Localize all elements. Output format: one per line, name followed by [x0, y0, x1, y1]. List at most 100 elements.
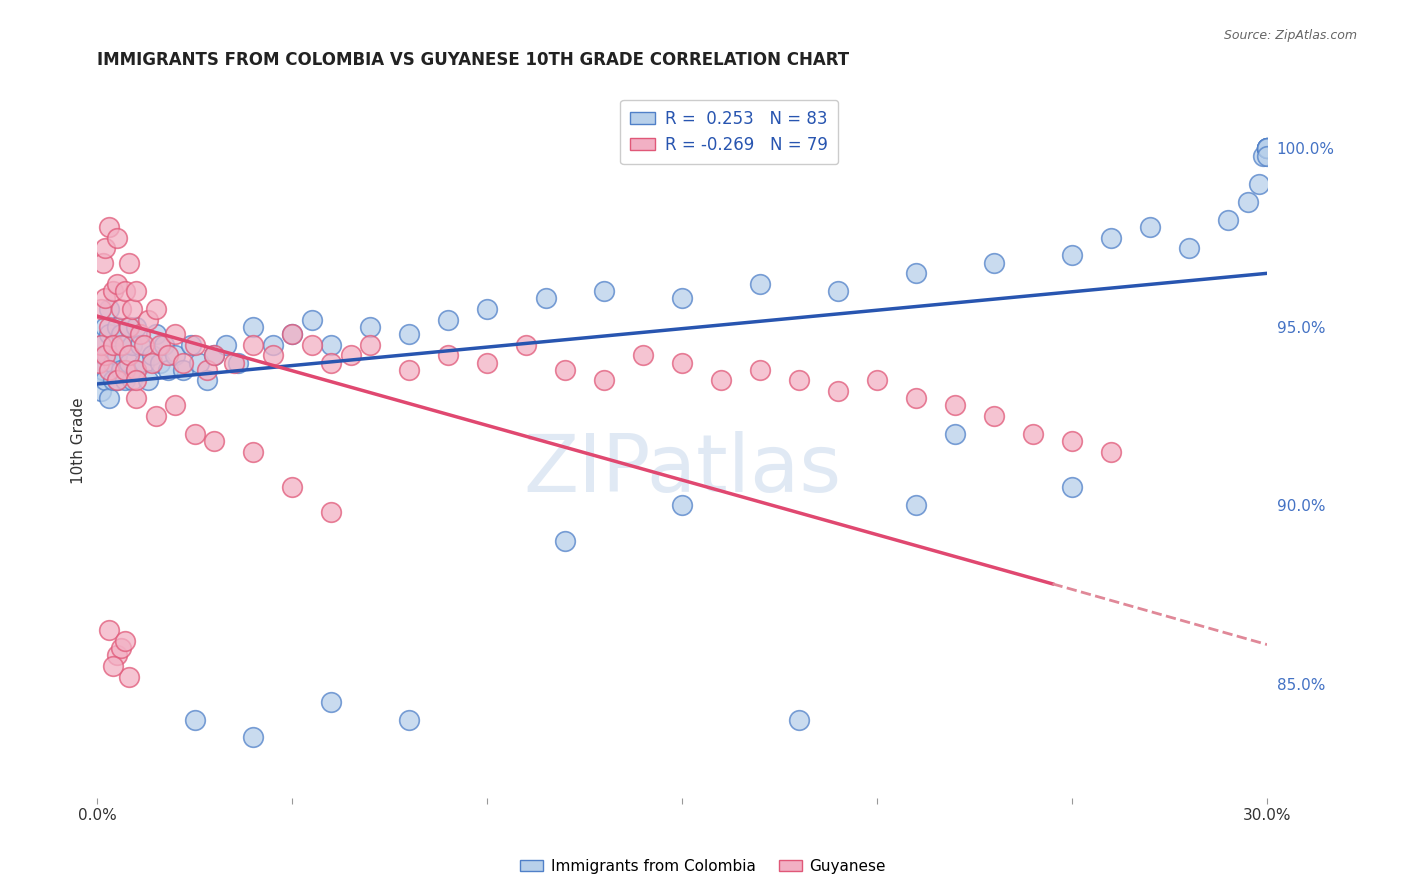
- Point: [749, 277, 772, 291]
- Point: [114, 284, 136, 298]
- Point: [121, 337, 143, 351]
- Point: [1251, 148, 1274, 162]
- Point: [1139, 219, 1161, 234]
- Point: [242, 445, 264, 459]
- Point: [94, 241, 117, 255]
- Point: [180, 337, 202, 351]
- Text: IMMIGRANTS FROM COLOMBIA VS GUYANESE 10TH GRADE CORRELATION CHART: IMMIGRANTS FROM COLOMBIA VS GUYANESE 10T…: [97, 51, 849, 69]
- Point: [125, 362, 148, 376]
- Point: [321, 337, 343, 351]
- Point: [983, 255, 1005, 269]
- Point: [125, 319, 148, 334]
- Point: [242, 337, 264, 351]
- Point: [477, 355, 499, 369]
- Point: [437, 348, 460, 362]
- Point: [301, 337, 323, 351]
- Point: [905, 391, 928, 405]
- Point: [129, 337, 152, 351]
- Point: [145, 326, 167, 341]
- Point: [165, 398, 187, 412]
- Point: [101, 355, 124, 369]
- Point: [110, 337, 132, 351]
- Point: [125, 391, 148, 405]
- Point: [105, 348, 128, 362]
- Point: [359, 319, 381, 334]
- Point: [172, 355, 194, 369]
- Point: [98, 219, 121, 234]
- Point: [321, 695, 343, 709]
- Point: [321, 355, 343, 369]
- Point: [1178, 241, 1201, 255]
- Point: [134, 355, 156, 369]
- Point: [98, 301, 121, 316]
- Point: [184, 713, 207, 727]
- Point: [301, 312, 323, 326]
- Point: [101, 659, 124, 673]
- Legend: Immigrants from Colombia, Guyanese: Immigrants from Colombia, Guyanese: [515, 853, 891, 880]
- Point: [114, 373, 136, 387]
- Point: [195, 362, 218, 376]
- Point: [94, 373, 117, 387]
- Point: [90, 384, 112, 398]
- Point: [125, 373, 148, 387]
- Point: [787, 713, 810, 727]
- Point: [1099, 230, 1122, 244]
- Point: [943, 426, 966, 441]
- Point: [105, 319, 128, 334]
- Point: [1256, 141, 1278, 155]
- Point: [184, 426, 207, 441]
- Point: [943, 398, 966, 412]
- Point: [202, 348, 225, 362]
- Point: [105, 373, 128, 387]
- Point: [90, 337, 112, 351]
- Point: [98, 319, 121, 334]
- Point: [1099, 445, 1122, 459]
- Point: [94, 319, 117, 334]
- Point: [101, 337, 124, 351]
- Point: [1256, 141, 1278, 155]
- Point: [114, 634, 136, 648]
- Point: [89, 355, 111, 369]
- Point: [98, 624, 121, 638]
- Point: [202, 348, 225, 362]
- Point: [215, 337, 238, 351]
- Point: [339, 348, 361, 362]
- Point: [129, 326, 152, 341]
- Point: [96, 348, 118, 362]
- Point: [1022, 426, 1045, 441]
- Point: [145, 409, 167, 423]
- Point: [145, 301, 167, 316]
- Point: [165, 348, 187, 362]
- Point: [114, 362, 136, 376]
- Point: [117, 255, 139, 269]
- Point: [671, 291, 693, 305]
- Point: [827, 384, 849, 398]
- Point: [105, 230, 128, 244]
- Point: [98, 362, 121, 376]
- Point: [101, 373, 124, 387]
- Point: [1062, 434, 1084, 448]
- Point: [90, 301, 112, 316]
- Point: [1256, 141, 1278, 155]
- Point: [281, 326, 304, 341]
- Point: [398, 326, 420, 341]
- Point: [121, 301, 143, 316]
- Point: [242, 731, 264, 745]
- Point: [226, 355, 249, 369]
- Point: [117, 319, 139, 334]
- Point: [398, 713, 420, 727]
- Point: [593, 373, 616, 387]
- Point: [1216, 212, 1239, 227]
- Point: [149, 355, 172, 369]
- Point: [827, 284, 849, 298]
- Point: [117, 319, 139, 334]
- Point: [90, 337, 112, 351]
- Point: [141, 348, 163, 362]
- Point: [114, 337, 136, 351]
- Point: [1256, 141, 1278, 155]
- Point: [554, 534, 576, 549]
- Point: [184, 337, 207, 351]
- Point: [749, 362, 772, 376]
- Legend: R =  0.253   N = 83, R = -0.269   N = 79: R = 0.253 N = 83, R = -0.269 N = 79: [620, 100, 838, 164]
- Point: [222, 355, 245, 369]
